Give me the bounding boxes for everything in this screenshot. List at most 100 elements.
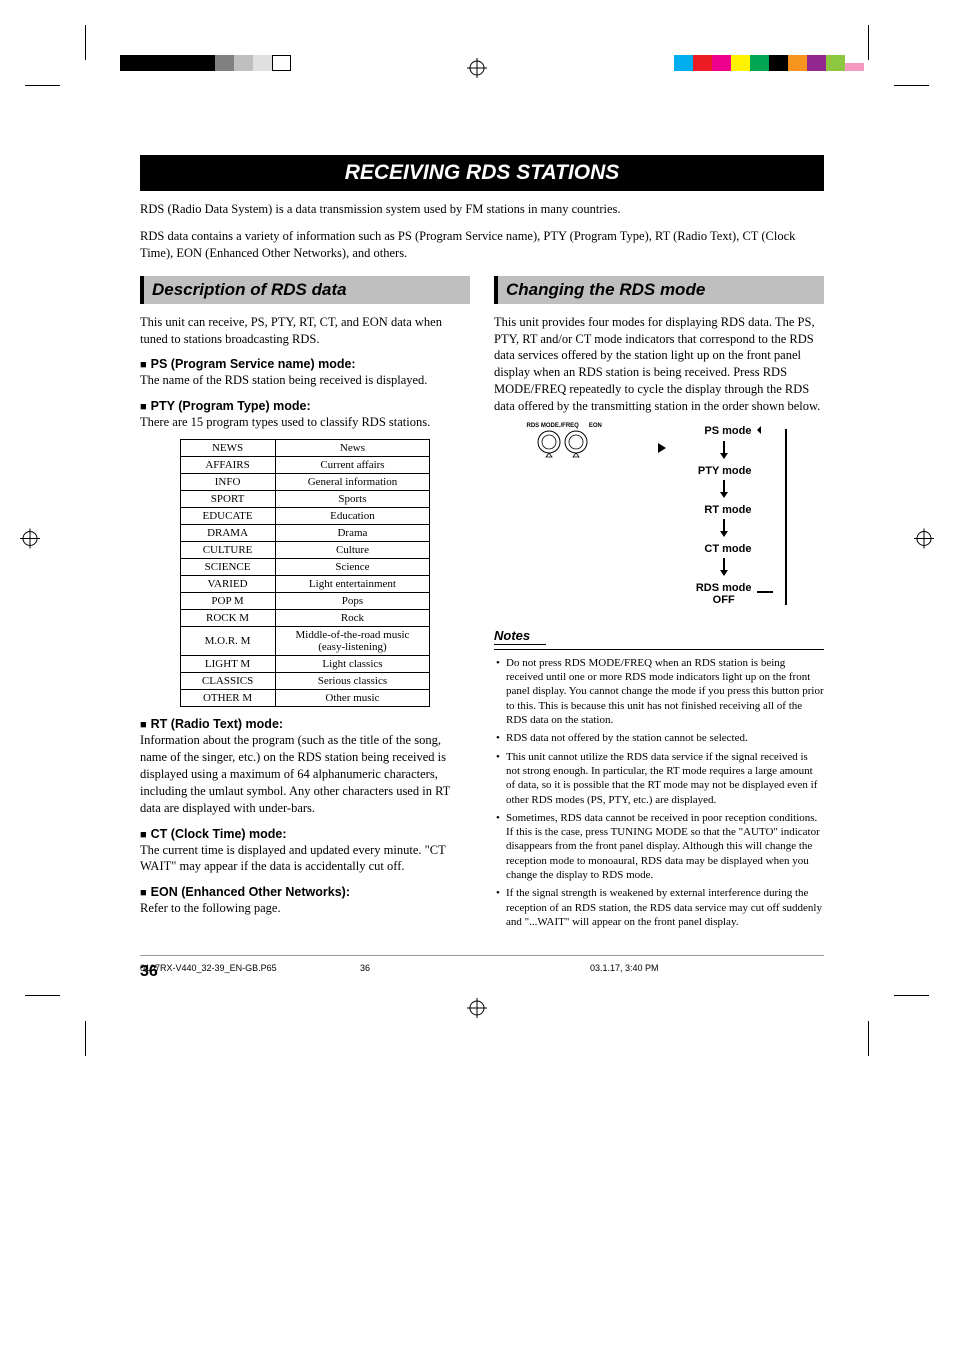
dial-buttons: RDS MODE./FREQ EON: [527, 423, 602, 461]
note-item: If the signal strength is weakened by ex…: [494, 886, 824, 929]
table-cell: Current affairs: [275, 457, 430, 474]
table-row: POP MPops: [180, 593, 430, 610]
note-item: Do not press RDS MODE/FREQ when an RDS s…: [494, 656, 824, 727]
page-content: RECEIVING RDS STATIONS RDS (Radio Data S…: [0, 0, 954, 1081]
section-heading-left: Description of RDS data: [140, 276, 470, 304]
registration-mark-icon: [467, 58, 487, 83]
color-block: [712, 55, 731, 71]
table-row: SCIENCEScience: [180, 559, 430, 576]
table-cell: CULTURE: [180, 542, 275, 559]
rt-text: Information about the program (such as t…: [140, 732, 470, 816]
color-block: [807, 55, 826, 71]
color-block: [272, 55, 291, 71]
table-cell: VARIED: [180, 576, 275, 593]
table-cell: SCIENCE: [180, 559, 275, 576]
table-cell: Science: [275, 559, 430, 576]
crop-mark: [894, 85, 929, 86]
table-cell: AFFAIRS: [180, 457, 275, 474]
pty-heading: ■PTY (Program Type) mode:: [140, 399, 470, 413]
table-row: LIGHT MLight classics: [180, 656, 430, 673]
arrow-right-icon: [757, 587, 773, 600]
arrow-down-icon: [696, 519, 774, 540]
pty-heading-text: PTY (Program Type) mode:: [151, 399, 311, 413]
table-cell: CLASSICS: [180, 673, 275, 690]
table-cell: News: [275, 440, 430, 457]
color-block: [674, 55, 693, 71]
table-cell: Culture: [275, 542, 430, 559]
table-row: EDUCATEEducation: [180, 508, 430, 525]
pty-text: There are 15 program types used to class…: [140, 414, 470, 431]
table-cell: Middle-of-the-road music (easy-listening…: [275, 627, 430, 656]
table-cell: INFO: [180, 474, 275, 491]
ps-text: The name of the RDS station being receiv…: [140, 372, 470, 389]
intro-paragraph-2: RDS data contains a variety of informati…: [140, 228, 824, 262]
table-row: INFOGeneral information: [180, 474, 430, 491]
footer: 0107RX-V440_32-39_EN-GB.P65 36 03.1.17, …: [140, 963, 824, 973]
table-cell: Other music: [275, 690, 430, 707]
dial-icon: [534, 429, 594, 459]
table-cell: Light entertainment: [275, 576, 430, 593]
table-row: OTHER MOther music: [180, 690, 430, 707]
footer-divider: [140, 955, 824, 956]
table-row: SPORTSports: [180, 491, 430, 508]
arrow-left-icon: [757, 425, 773, 438]
section-heading-right: Changing the RDS mode: [494, 276, 824, 304]
registration-mark-icon: [914, 528, 934, 553]
ps-heading: ■PS (Program Service name) mode:: [140, 357, 470, 371]
table-cell: Light classics: [275, 656, 430, 673]
table-cell: EDUCATE: [180, 508, 275, 525]
table-row: VARIEDLight entertainment: [180, 576, 430, 593]
table-cell: General information: [275, 474, 430, 491]
mode-flow-diagram: RDS MODE./FREQ EON: [494, 423, 824, 614]
eon-text: Refer to the following page.: [140, 900, 470, 917]
mode-label: RDS modeOFF: [696, 582, 752, 606]
left-intro: This unit can receive, PS, PTY, RT, CT, …: [140, 314, 470, 348]
registration-mark-icon: [467, 998, 487, 1023]
table-cell: OTHER M: [180, 690, 275, 707]
mode-list: PS modePTY modeRT modeCT modeRDS modeOFF: [696, 423, 792, 614]
table-row: DRAMADrama: [180, 525, 430, 542]
crop-mark: [868, 1021, 869, 1056]
color-block: [177, 55, 196, 71]
page-title: RECEIVING RDS STATIONS: [140, 155, 824, 191]
table-row: CULTURECulture: [180, 542, 430, 559]
footer-date: 03.1.17, 3:40 PM: [590, 963, 659, 973]
table-cell: LIGHT M: [180, 656, 275, 673]
mode-label: PTY mode: [698, 465, 752, 477]
table-cell: Sports: [275, 491, 430, 508]
crop-mark: [85, 1021, 86, 1056]
rt-heading-text: RT (Radio Text) mode:: [151, 717, 283, 731]
print-color-bar-right: [674, 55, 864, 71]
ps-heading-text: PS (Program Service name) mode:: [151, 357, 356, 371]
footer-file: 0107RX-V440_32-39_EN-GB.P65: [140, 963, 360, 973]
crop-mark: [25, 995, 60, 996]
rt-heading: ■RT (Radio Text) mode:: [140, 717, 470, 731]
table-cell: M.O.R. M: [180, 627, 275, 656]
note-item: Sometimes, RDS data cannot be received i…: [494, 811, 824, 882]
color-block: [120, 55, 139, 71]
color-block: [845, 63, 864, 71]
registration-mark-icon: [20, 528, 40, 553]
color-block: [769, 55, 788, 71]
eon-heading-text: EON (Enhanced Other Networks):: [151, 885, 350, 899]
crop-mark: [894, 995, 929, 996]
table-cell: Education: [275, 508, 430, 525]
arrow-down-icon: [696, 480, 774, 501]
notes-section: Notes Do not press RDS MODE/FREQ when an…: [494, 614, 824, 929]
table-cell: Rock: [275, 610, 430, 627]
table-cell: ROCK M: [180, 610, 275, 627]
print-color-bar-left: [120, 55, 291, 71]
crop-mark: [868, 25, 869, 60]
pty-table: NEWSNewsAFFAIRSCurrent affairsINFOGenera…: [180, 439, 431, 707]
color-block: [196, 55, 215, 71]
eon-heading: ■EON (Enhanced Other Networks):: [140, 885, 470, 899]
mode-label: RT mode: [704, 504, 751, 516]
color-block: [826, 55, 845, 71]
ct-heading: ■CT (Clock Time) mode:: [140, 827, 470, 841]
table-cell: SPORT: [180, 491, 275, 508]
note-item: This unit cannot utilize the RDS data se…: [494, 750, 824, 807]
crop-mark: [25, 85, 60, 86]
mode-label: PS mode: [704, 425, 751, 437]
notes-underline: [494, 649, 824, 650]
table-row: ROCK MRock: [180, 610, 430, 627]
